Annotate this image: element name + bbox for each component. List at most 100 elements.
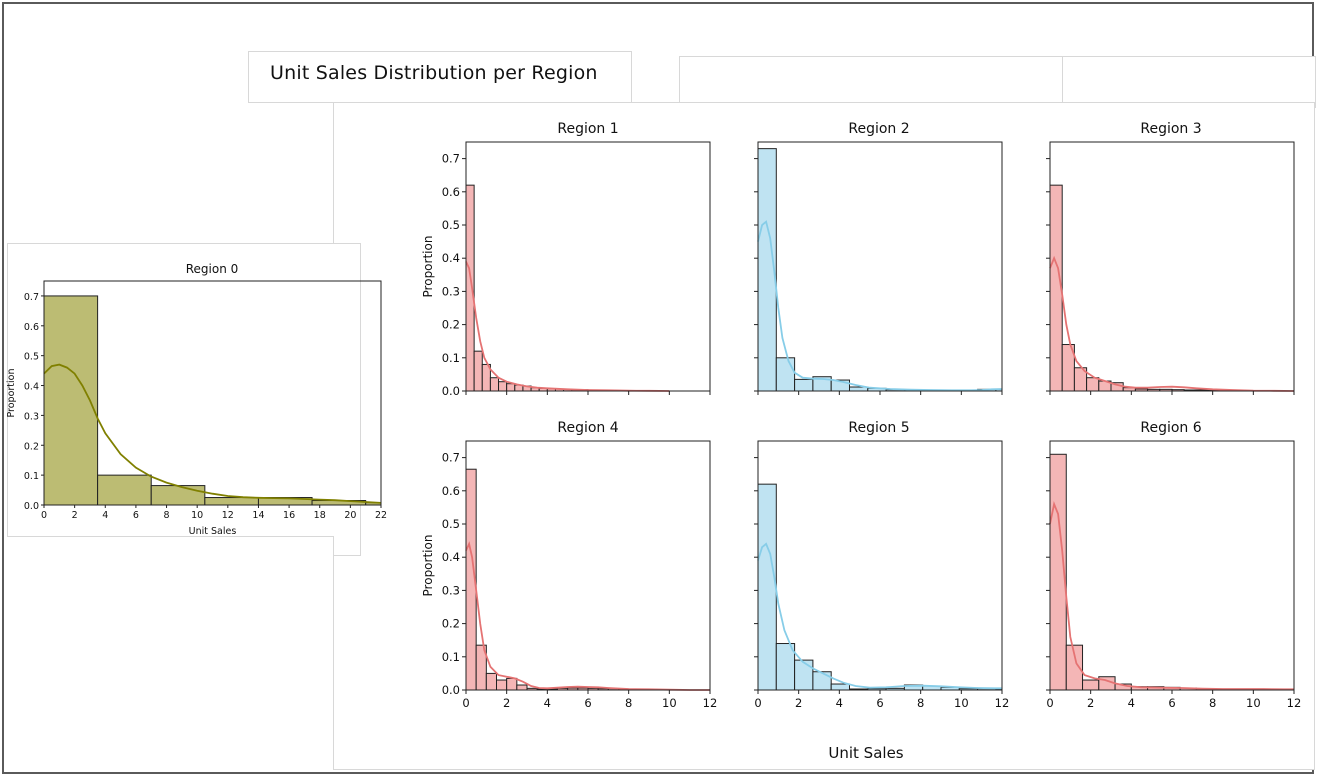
region-4-title: Region 4 [557, 420, 619, 436]
region-5-bar [794, 659, 814, 691]
region-2-title: Region 2 [848, 121, 910, 137]
region-1-bar [473, 350, 483, 392]
region-0-xtick-label: 2 [72, 510, 78, 521]
region-0-ylabel: Proportion [6, 368, 17, 417]
region-4-plot: 0.0 0.1 0.2 0.3 0.4 0.5 0.6 0.7 0 2 4 6 8 10 12 Proport… [421, 440, 717, 710]
region-4-xtick-label: 2 [503, 696, 510, 710]
region-3-title: Region 3 [1140, 121, 1202, 137]
region-6-xtick-label: 0 [1046, 696, 1053, 710]
region-1-ytick-label: 0.0 [442, 384, 460, 398]
right-panel [1062, 56, 1316, 108]
region-6-xtick-label: 6 [1168, 696, 1175, 710]
region-4-ytick-label: 0.2 [442, 617, 460, 631]
region-5-xtick-label: 2 [795, 696, 802, 710]
region-1-ytick-label: 0.1 [442, 351, 460, 365]
region-5-bar [812, 671, 832, 691]
region-5-title: Region 5 [848, 420, 910, 436]
region-1-ytick-label: 0.7 [442, 152, 460, 166]
region-3-kde-line [1049, 255, 1295, 392]
region-6-xtick-label: 4 [1128, 696, 1135, 710]
region-0-bar [204, 497, 259, 506]
region-5-bar [757, 483, 777, 691]
region-2-plot [754, 141, 1003, 395]
region-0-ytick-label: 0.6 [24, 322, 39, 333]
region-5-kde-line [757, 542, 1002, 690]
region-5-xtick-label: 6 [876, 696, 883, 710]
region-4-bar [506, 677, 518, 691]
region-0-bar [150, 485, 206, 506]
region-5-plot: 0 2 4 6 8 10 12 [754, 440, 1010, 710]
figure-title: Unit Sales Distribution per Region [270, 62, 598, 84]
region-6-xtick-label: 8 [1209, 696, 1216, 710]
region-0-xtick-label: 18 [314, 510, 326, 521]
region-0-ytick-label: 0.4 [24, 382, 39, 393]
region-4-ytick-label: 0.7 [442, 451, 460, 465]
region-6-xtick-label: 12 [1287, 696, 1302, 710]
region-1-ytick-label: 0.5 [442, 218, 460, 232]
region-0-xtick-label: 4 [102, 510, 108, 521]
region-4-ytick-label: 0.3 [442, 583, 460, 597]
region-6-title: Region 6 [1140, 420, 1202, 436]
region-1-ytick-label: 0.2 [442, 318, 460, 332]
grid-panel [333, 102, 1315, 770]
region-0-bar [97, 474, 152, 506]
region-5-xtick-label: 8 [917, 696, 924, 710]
region-0-ytick-label: 0.5 [24, 352, 39, 363]
region-0-xtick-label: 10 [191, 510, 203, 521]
region-1-bar [498, 381, 508, 392]
region-4-bar [485, 672, 498, 691]
region-2-bar [775, 357, 796, 392]
region-3-bar [1086, 377, 1100, 392]
region-6-bar [1082, 679, 1100, 691]
region-0-bar [43, 295, 99, 506]
region-1-title: Region 1 [557, 121, 619, 137]
region-4-xtick-label: 6 [584, 696, 591, 710]
region-2-bar [794, 378, 814, 392]
region-0-plot: 0.0 0.1 0.2 0.3 0.4 0.5 0.6 0.7 0 2 4 6 8 10 12 14 16 18 2… [6, 280, 387, 537]
region-1-ylabel: Proportion [421, 236, 435, 298]
region-0-axes [43, 280, 382, 506]
region-1-axes [465, 141, 711, 392]
region-0-xtick-label: 12 [222, 510, 234, 521]
region-5-xtick-label: 10 [954, 696, 969, 710]
region-0-ytick-label: 0.0 [24, 501, 39, 512]
region-0-ytick-label: 0.1 [24, 471, 39, 482]
region-1-bar [506, 383, 516, 392]
region-5-xtick-label: 0 [754, 696, 761, 710]
region-0-ytick-label: 0.3 [24, 411, 39, 422]
region-0-xtick-label: 16 [283, 510, 295, 521]
region-6-plot: 0 2 4 6 8 10 12 [1046, 440, 1302, 710]
region-4-ytick-label: 0.0 [442, 683, 460, 697]
region-0-xtick-label: 8 [164, 510, 170, 521]
region-1-ytick-label: 0.6 [442, 185, 460, 199]
region-4-ytick-label: 0.4 [442, 550, 460, 564]
region-2-kde-line [757, 220, 1003, 392]
region-0-xlabel: Unit Sales [189, 526, 237, 537]
region-0-ytick-label: 0.7 [24, 292, 39, 303]
region-6-axes [1049, 440, 1295, 691]
region-4-axes [465, 440, 711, 691]
region-4-ytick-label: 0.6 [442, 484, 460, 498]
region-5-bar [830, 683, 851, 691]
region-0-xtick-label: 22 [375, 510, 387, 521]
region-4-xtick-label: 0 [462, 696, 469, 710]
region-0-xtick-label: 6 [133, 510, 139, 521]
region-0-ytick-label: 0.2 [24, 441, 39, 452]
region-4-ytick-label: 0.5 [442, 517, 460, 531]
region-6-xtick-label: 2 [1087, 696, 1094, 710]
region-3-plot [1046, 141, 1295, 395]
title-panel [248, 51, 632, 103]
region-5-xtick-label: 4 [836, 696, 843, 710]
region-2-axes [757, 141, 1003, 392]
region-4-bar [516, 684, 528, 691]
region-0-xtick-label: 14 [252, 510, 264, 521]
figure-xlabel: Unit Sales [828, 744, 904, 762]
region-4-xtick-label: 8 [625, 696, 632, 710]
region-1-ytick-label: 0.3 [442, 284, 460, 298]
region-0-kde-line [43, 363, 382, 504]
region-1-plot: 0.0 0.1 0.2 0.3 0.4 0.5 0.6 0.7 Proportion [421, 141, 711, 398]
region-0-xtick-label: 0 [41, 510, 47, 521]
region-5-xtick-label: 12 [995, 696, 1010, 710]
region-6-kde-line [1049, 501, 1294, 691]
